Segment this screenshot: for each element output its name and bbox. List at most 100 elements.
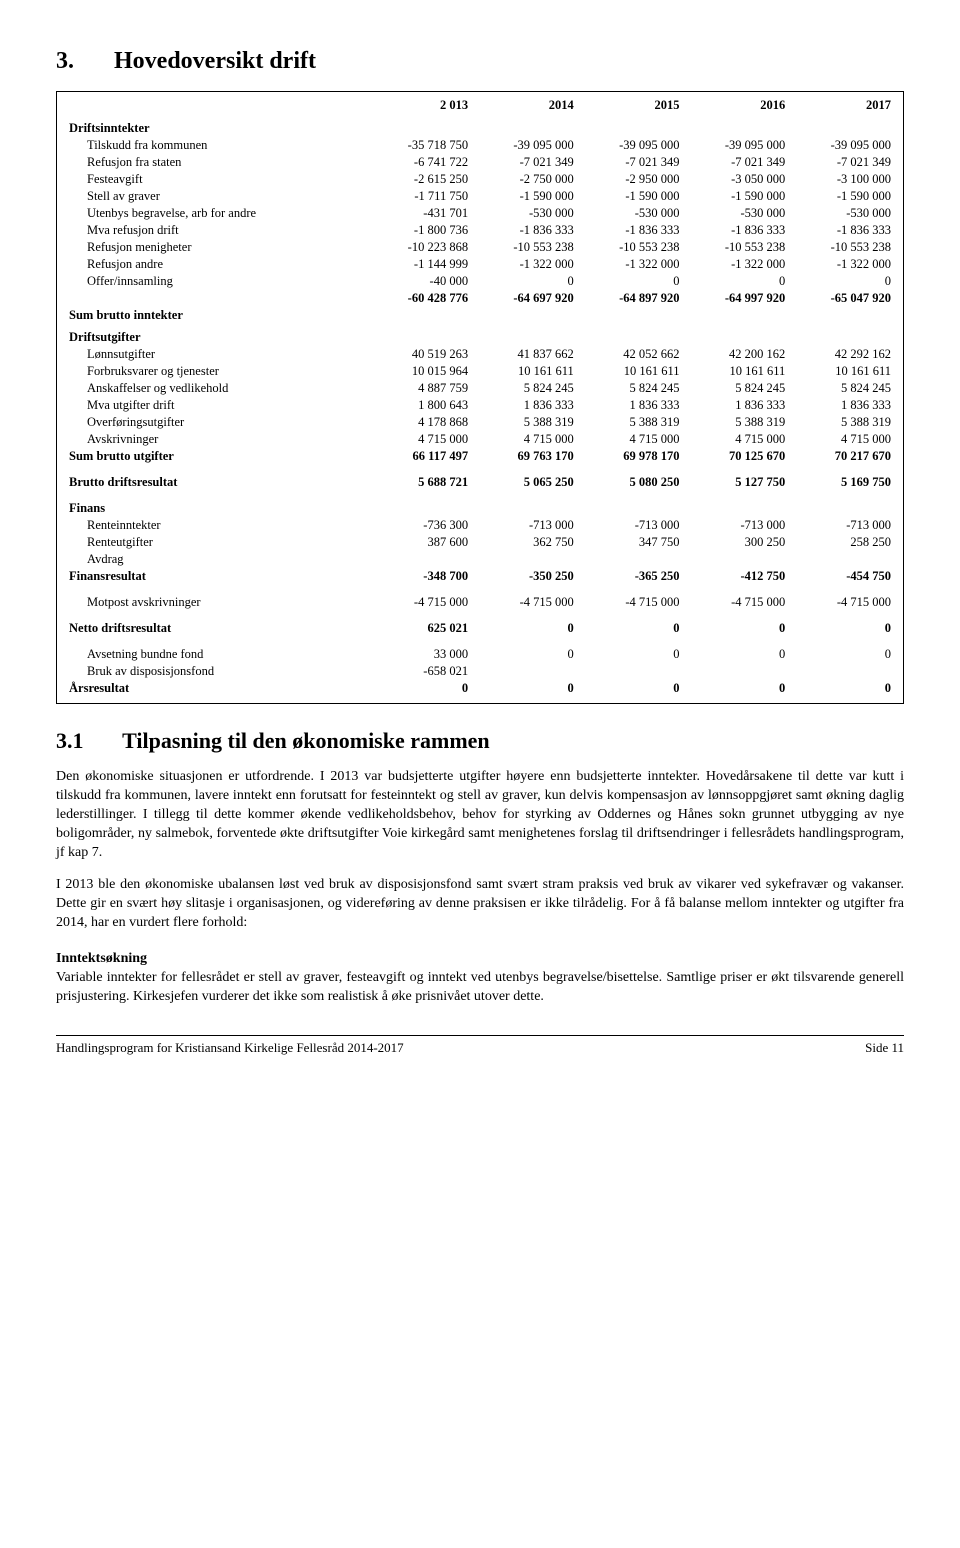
cell-value: 1 836 333: [789, 397, 895, 414]
row-label: Refusjon andre: [65, 256, 366, 273]
cell-value: -2 950 000: [578, 171, 684, 188]
cell-value: -1 322 000: [684, 256, 790, 273]
cell-value: -1 322 000: [578, 256, 684, 273]
year-header: 2017: [789, 96, 895, 115]
year-header: 2 013: [366, 96, 472, 115]
cell-value: -2 615 250: [366, 171, 472, 188]
cell-value: 40 519 263: [366, 346, 472, 363]
cell-value: -64 697 920: [472, 290, 578, 307]
cell-value: 625 021: [366, 611, 472, 637]
cell-value: -7 021 349: [472, 154, 578, 171]
cell-value: 4 715 000: [684, 431, 790, 448]
row-label: Stell av graver: [65, 188, 366, 205]
inline-subheading: Inntektsøkning: [56, 951, 904, 967]
body-paragraph-2: I 2013 ble den økonomiske ubalansen løst…: [56, 876, 904, 933]
cell-value: 0: [472, 680, 578, 697]
cell-value: -64 897 920: [578, 290, 684, 307]
blank-cell: [65, 96, 366, 115]
cell-value: -713 000: [578, 517, 684, 534]
cell-value: -412 750: [684, 568, 790, 585]
financial-table: 2 0132014201520162017DriftsinntekterTils…: [65, 96, 895, 697]
cell-value: 347 750: [578, 534, 684, 551]
cell-value: -7 021 349: [578, 154, 684, 171]
cell-value: -39 095 000: [789, 137, 895, 154]
cell-value: 4 178 868: [366, 414, 472, 431]
cell-value: 10 161 611: [684, 363, 790, 380]
cell-value: -7 021 349: [684, 154, 790, 171]
cell-value: 0: [789, 680, 895, 697]
footer-right: Side 11: [865, 1040, 904, 1056]
cell-value: 69 978 170: [578, 448, 684, 465]
row-label: Renteinntekter: [65, 517, 366, 534]
cell-value: -35 718 750: [366, 137, 472, 154]
cell-value: 69 763 170: [472, 448, 578, 465]
cell-value: 5 127 750: [684, 465, 790, 491]
subsection-number: 3.1: [56, 728, 84, 753]
cell-value: 300 250: [684, 534, 790, 551]
cell-value: -1 322 000: [472, 256, 578, 273]
cell-value: 0: [366, 680, 472, 697]
cell-value: -4 715 000: [789, 585, 895, 611]
row-label: Lønnsutgifter: [65, 346, 366, 363]
cell-value: 42 292 162: [789, 346, 895, 363]
row-label: Anskaffelser og vedlikehold: [65, 380, 366, 397]
sum-label: Finansresultat: [65, 568, 366, 585]
year-header: 2015: [578, 96, 684, 115]
row-label: Motpost avskrivninger: [65, 585, 366, 611]
cell-value: -10 553 238: [578, 239, 684, 256]
cell-value: 0: [578, 680, 684, 697]
cell-value: 0: [789, 273, 895, 290]
cell-value: 0: [789, 637, 895, 663]
row-label: Refusjon menigheter: [65, 239, 366, 256]
cell-value: -40 000: [366, 273, 472, 290]
cell-value: 4 715 000: [789, 431, 895, 448]
cell-value: -1 590 000: [578, 188, 684, 205]
cell-value: 1 836 333: [684, 397, 790, 414]
cell-value: 4 715 000: [578, 431, 684, 448]
cell-value: [789, 551, 895, 568]
cell-value: 70 125 670: [684, 448, 790, 465]
cell-value: 5 065 250: [472, 465, 578, 491]
subsection-title-text: Tilpasning til den økonomiske rammen: [122, 728, 490, 753]
cell-value: 5 688 721: [366, 465, 472, 491]
cell-value: 10 161 611: [578, 363, 684, 380]
cell-value: -530 000: [684, 205, 790, 222]
cell-value: 5 169 750: [789, 465, 895, 491]
cell-value: -4 715 000: [472, 585, 578, 611]
cell-value: 4 715 000: [366, 431, 472, 448]
cell-value: [472, 663, 578, 680]
cell-value: -1 836 333: [578, 222, 684, 239]
cell-value: 0: [578, 611, 684, 637]
cell-value: [578, 663, 684, 680]
cell-value: -736 300: [366, 517, 472, 534]
group-heading: Driftsutgifter: [65, 324, 895, 346]
cell-value: -1 590 000: [684, 188, 790, 205]
row-label: Overføringsutgifter: [65, 414, 366, 431]
cell-value: 0: [684, 273, 790, 290]
cell-value: -4 715 000: [366, 585, 472, 611]
cell-value: 1 800 643: [366, 397, 472, 414]
cell-value: 10 161 611: [789, 363, 895, 380]
cell-value: -348 700: [366, 568, 472, 585]
cell-value: -713 000: [789, 517, 895, 534]
row-label: Mva refusjon drift: [65, 222, 366, 239]
group-heading: Driftsinntekter: [65, 115, 895, 137]
year-header: 2016: [684, 96, 790, 115]
page-footer: Handlingsprogram for Kristiansand Kirkel…: [56, 1035, 904, 1056]
row-label: Avdrag: [65, 551, 366, 568]
cell-value: 0: [578, 273, 684, 290]
cell-value: 5 388 319: [684, 414, 790, 431]
cell-value: 5 824 245: [684, 380, 790, 397]
cell-value: 5 824 245: [578, 380, 684, 397]
row-label: Renteutgifter: [65, 534, 366, 551]
subsection-heading: 3.1 Tilpasning til den økonomiske rammen: [56, 728, 904, 754]
group-heading: Finans: [65, 491, 895, 517]
cell-value: 70 217 670: [789, 448, 895, 465]
row-label: Avsetning bundne fond: [65, 637, 366, 663]
cell-value: 10 161 611: [472, 363, 578, 380]
row-label: Netto driftsresultat: [65, 611, 366, 637]
cell-value: -530 000: [789, 205, 895, 222]
cell-value: -1 800 736: [366, 222, 472, 239]
cell-value: -64 997 920: [684, 290, 790, 307]
cell-value: 387 600: [366, 534, 472, 551]
